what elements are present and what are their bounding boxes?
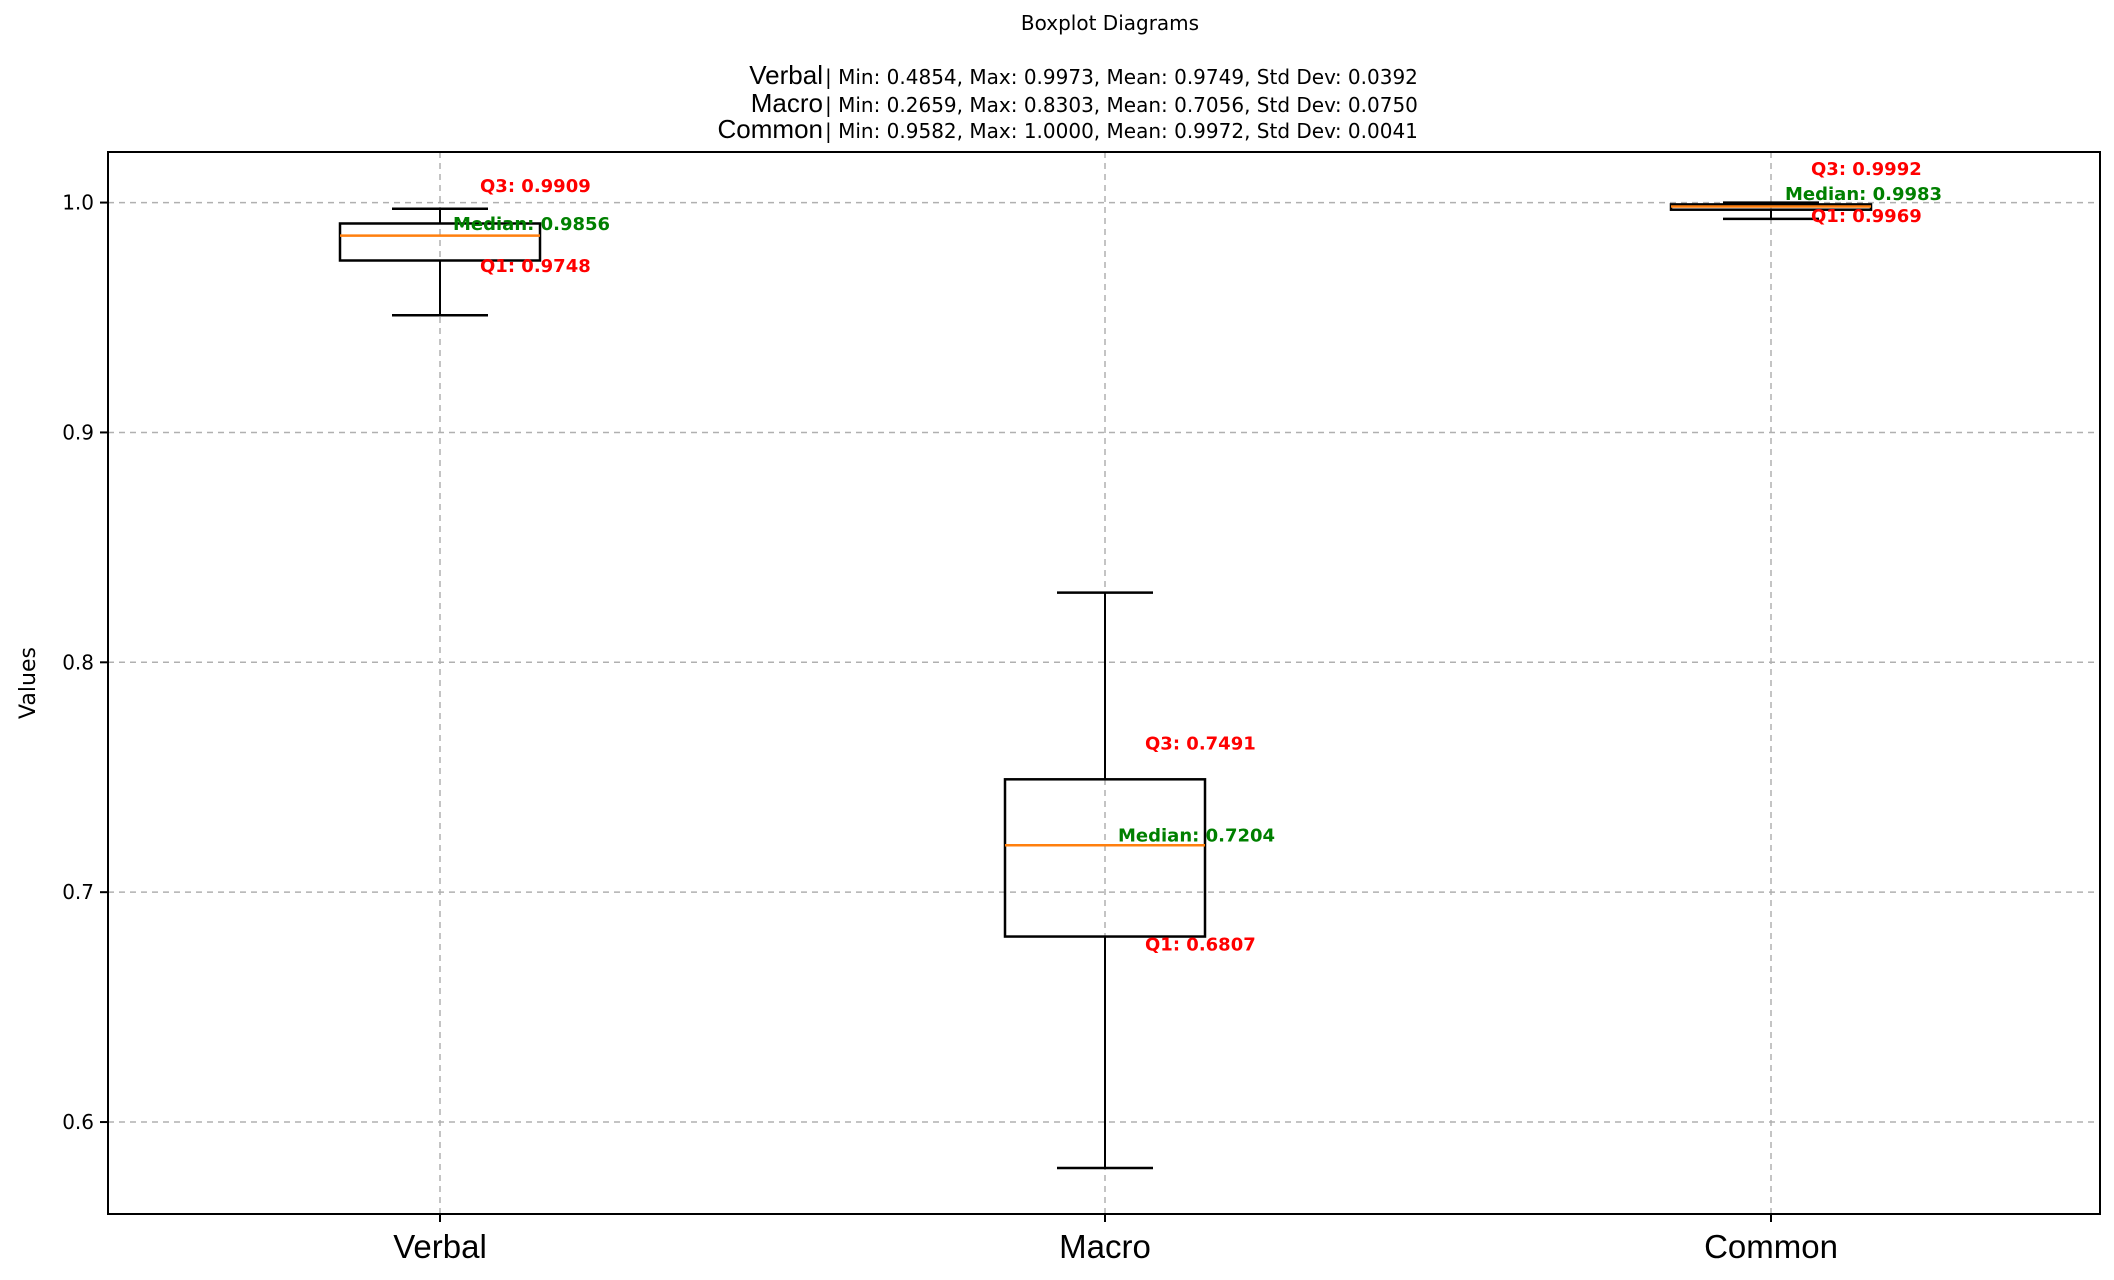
stats-name-macro: Macro [751, 88, 823, 118]
y-tick-label-0.7: 0.7 [62, 880, 94, 904]
macro-q3-label: Q3: 0.7491 [1145, 733, 1256, 754]
x-tick-label-common: Common [1704, 1228, 1838, 1265]
macro-q1-label: Q1: 0.6807 [1145, 935, 1256, 956]
stats-name-verbal: Verbal [749, 60, 823, 90]
verbal-q3-label: Q3: 0.9909 [480, 176, 591, 197]
y-tick-label-0.8: 0.8 [62, 650, 94, 674]
y-axis-label: Values [16, 647, 41, 719]
macro-median-label: Median: 0.7204 [1118, 825, 1275, 846]
stats-name-common: Common [718, 114, 823, 144]
common-q3-label: Q3: 0.9992 [1811, 159, 1922, 180]
chart-title: Boxplot Diagrams [1021, 11, 1199, 35]
macro-box [1003, 778, 1207, 938]
y-tick-label-0.9: 0.9 [62, 420, 94, 444]
y-tick-label-1.0: 1.0 [62, 191, 94, 215]
stats-text-macro: | Min: 0.2659, Max: 0.8303, Mean: 0.7056… [825, 93, 1418, 117]
verbal-box [338, 222, 542, 262]
verbal-median-label: Median: 0.9856 [453, 214, 610, 235]
quartile-labels: Q3: 0.9909 Median: 0.9856 Q1: 0.9748 Q3: 0.… [453, 159, 1942, 956]
verbal-q1-label: Q1: 0.9748 [480, 256, 591, 277]
common-q1-label: Q1: 0.9969 [1811, 206, 1922, 227]
grid-lines [108, 152, 2100, 1214]
stats-text-common: | Min: 0.9582, Max: 1.0000, Mean: 0.9972… [825, 119, 1418, 143]
x-tick-label-macro: Macro [1059, 1228, 1151, 1265]
y-axis: 0.6 0.7 0.8 0.9 1.0 [62, 191, 108, 1134]
boxes [338, 201, 1873, 1170]
stats-lines: Verbal | Min: 0.4854, Max: 0.9973, Mean: … [718, 60, 1418, 144]
stats-text-verbal: | Min: 0.4854, Max: 0.9973, Mean: 0.9749… [825, 65, 1418, 89]
x-axis: Verbal Macro Common [393, 1214, 1838, 1265]
y-tick-label-0.6: 0.6 [62, 1110, 94, 1134]
common-median-label: Median: 0.9983 [1785, 184, 1942, 205]
x-tick-label-verbal: Verbal [393, 1228, 487, 1265]
